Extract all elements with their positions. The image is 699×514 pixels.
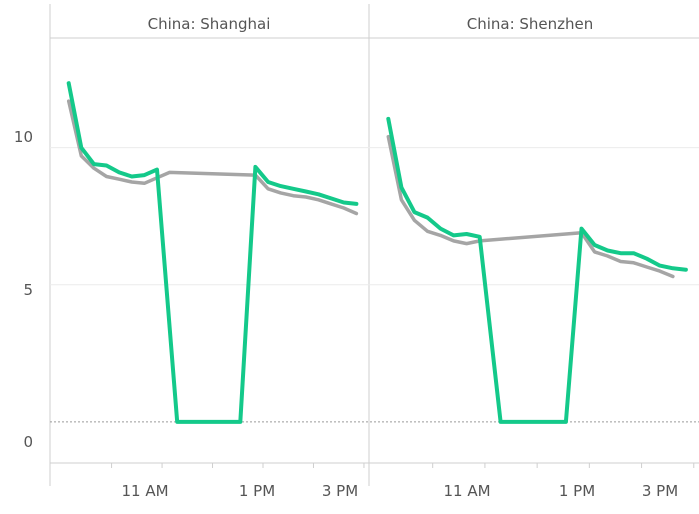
x-tick-label: 3 PM <box>642 482 678 500</box>
series-line-green-panel-1 <box>66 81 359 424</box>
x-tick-label: 1 PM <box>239 482 275 500</box>
x-tick-label: 11 AM <box>121 482 168 500</box>
panel-title-shenzhen: China: Shenzhen <box>467 15 594 33</box>
y-tick-label-10: 10 <box>14 128 33 146</box>
y-tick-label-0: 0 <box>23 433 33 451</box>
x-tick-label: 3 PM <box>322 482 358 500</box>
series-line-green-panel-2 <box>386 116 688 424</box>
panel-title-shanghai: China: Shanghai <box>148 15 271 33</box>
chart-frame: China: Shanghai China: Shenzhen 0 5 10 1… <box>14 4 699 500</box>
series-line-gray-panel-2 <box>386 134 675 279</box>
x-tick-label: 1 PM <box>559 482 595 500</box>
plot-layer <box>50 81 699 468</box>
x-tick-label: 11 AM <box>443 482 490 500</box>
y-tick-label-5: 5 <box>23 281 33 299</box>
series-line-gray-panel-1 <box>66 99 359 216</box>
